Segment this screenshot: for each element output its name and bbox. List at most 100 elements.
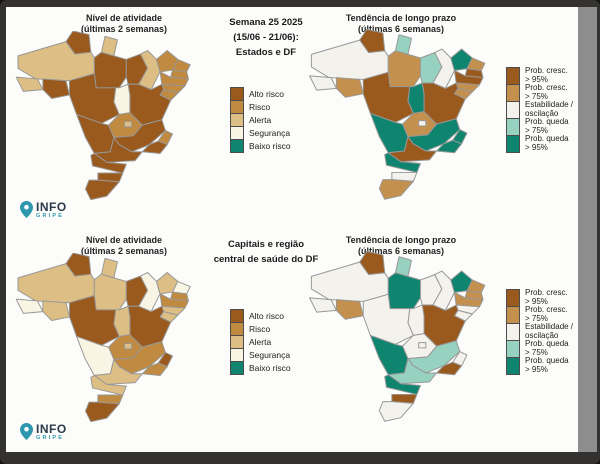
- state-SP: [387, 358, 438, 385]
- legend-item: Prob. queda > 95%: [506, 134, 573, 153]
- trend-legend: Prob. cresc. > 95% Prob. cresc. > 75% Esta…: [506, 66, 574, 153]
- brazil-map-capitals-trend: [309, 251, 486, 422]
- state-PA: [93, 51, 127, 89]
- trend-map-title: Tendência de longo prazo (últimas 6 sema…: [316, 235, 486, 258]
- legend-item: Prob. cresc. > 75%: [506, 305, 573, 324]
- activity-legend: Alto risco Risco Alerta Segurança Baixo …: [230, 87, 291, 153]
- row-capitals: Nível de atividade (últimas 2 semanas) C…: [6, 229, 578, 451]
- infogripe-logo: INFO GRIPE: [20, 201, 67, 220]
- legend-swatch-estabilidade: [506, 323, 520, 341]
- map-pin-icon: [20, 423, 33, 441]
- legend-item: Alto risco: [230, 87, 291, 101]
- legend-item: Risco: [230, 322, 291, 336]
- trend-title-line1: Tendência de longo prazo: [345, 13, 457, 23]
- legend-label: Segurança: [249, 349, 291, 360]
- state-MT: [69, 73, 120, 124]
- legend-swatch-estabilidade: [506, 101, 520, 119]
- activity-legend: Alto risco Risco Alerta Segurança Baixo …: [230, 309, 291, 375]
- heading-line2: central de saúde do DF: [213, 254, 319, 266]
- period-heading: Semana 25 2025 (15/06 - 21/06): Estados …: [198, 15, 334, 61]
- legend-item: Prob. queda > 95%: [506, 356, 573, 375]
- logo-gripe-text: GRIPE: [36, 434, 65, 441]
- activity-map-title: Nível de atividade (últimas 2 semanas): [44, 235, 204, 258]
- state-MT: [362, 293, 414, 345]
- legend-swatch-risco: [230, 322, 244, 336]
- legend-item: Estabilidade / oscilação: [506, 100, 574, 119]
- legend-item: Prob. queda > 75%: [506, 117, 573, 136]
- state-PR: [384, 374, 421, 395]
- logo-info-text: INFO: [36, 421, 67, 436]
- legend-label: Estabilidade / oscilação: [525, 100, 574, 118]
- legend-item: Risco: [230, 100, 291, 114]
- state-PI: [432, 48, 455, 89]
- legend-item: Alto risco: [230, 309, 291, 323]
- legend-swatch-cresc-75: [506, 84, 520, 102]
- state-PE: [159, 71, 189, 87]
- state-PI: [138, 272, 161, 313]
- legend-label: Alerta: [249, 336, 272, 347]
- legend-label: Prob. cresc. > 95%: [525, 288, 568, 306]
- legend-item: Segurança: [230, 348, 291, 362]
- logo-gripe-text: GRIPE: [36, 212, 65, 219]
- state-PI: [432, 270, 455, 311]
- legend-item: Alerta: [230, 113, 291, 127]
- state-PE: [159, 293, 189, 309]
- legend-swatch-cresc-95: [506, 289, 520, 307]
- state-PE: [453, 292, 484, 308]
- activity-title-line2: (últimas 2 semanas): [80, 246, 168, 257]
- legend-label: Risco: [249, 323, 271, 334]
- legend-label: Baixo risco: [249, 362, 291, 373]
- legend-swatch-alerta: [230, 113, 244, 127]
- activity-title-line1: Nível de atividade: [85, 13, 163, 23]
- legend-item: Estabilidade / oscilação: [506, 322, 574, 341]
- state-PA: [387, 272, 421, 310]
- legend-label: Prob. cresc. > 95%: [525, 66, 568, 84]
- legend-label: Baixo risco: [249, 140, 291, 151]
- legend-label: Alto risco: [249, 88, 284, 99]
- legend-swatch-seguranca: [230, 126, 244, 140]
- brazil-map-states-activity: [15, 31, 191, 201]
- legend-swatch-queda-75: [506, 118, 520, 136]
- legend-label: Prob. cresc. > 75%: [525, 305, 568, 323]
- capitals-heading: Capitais e região central de saúde do DF: [198, 237, 334, 267]
- logo-info-text: INFO: [36, 199, 67, 214]
- state-RS: [84, 179, 120, 201]
- brazil-map-capitals-activity: [15, 253, 191, 423]
- legend-swatch-queda-95: [506, 135, 520, 153]
- legend-swatch-alerta: [230, 335, 244, 349]
- state-SP: [93, 359, 143, 385]
- infogripe-logo: INFO GRIPE: [20, 423, 67, 442]
- state-MT: [362, 71, 414, 123]
- state-PA: [387, 50, 421, 88]
- bulletin-content: Nível de atividade (últimas 2 semanas) S…: [6, 7, 578, 452]
- state-RJ: [436, 361, 463, 376]
- state-RO: [335, 77, 364, 98]
- legend-swatch-alto-risco: [230, 87, 244, 101]
- state-RJ: [141, 140, 168, 154]
- trend-title-line2: (últimas 6 semanas): [357, 246, 445, 257]
- legend-swatch-queda-75: [506, 340, 520, 358]
- legend-item: Baixo risco: [230, 139, 291, 153]
- state-RO: [42, 300, 70, 321]
- legend-label: Estabilidade / oscilação: [525, 322, 574, 340]
- legend-swatch-alto-risco: [230, 309, 244, 323]
- state-RJ: [141, 362, 168, 376]
- legend-swatch-seguranca: [230, 348, 244, 362]
- legend-label: Risco: [249, 101, 271, 112]
- state-MT: [69, 295, 120, 346]
- state-PR: [90, 375, 127, 396]
- heading-line1: Capitais e região: [227, 239, 305, 250]
- scrollbar[interactable]: [578, 7, 597, 452]
- legend-item: Alerta: [230, 335, 291, 349]
- state-PE: [453, 70, 484, 86]
- state-DF: [418, 120, 427, 127]
- state-DF: [124, 121, 133, 128]
- legend-item: Prob. queda > 75%: [506, 339, 573, 358]
- trend-title-line2: (últimas 6 semanas): [357, 24, 445, 35]
- logo-text: INFO GRIPE: [36, 201, 67, 220]
- state-PA: [93, 273, 127, 311]
- legend-label: Prob. queda > 95%: [525, 134, 569, 152]
- heading-line3: Estados e DF: [235, 47, 297, 59]
- state-SP: [387, 136, 438, 163]
